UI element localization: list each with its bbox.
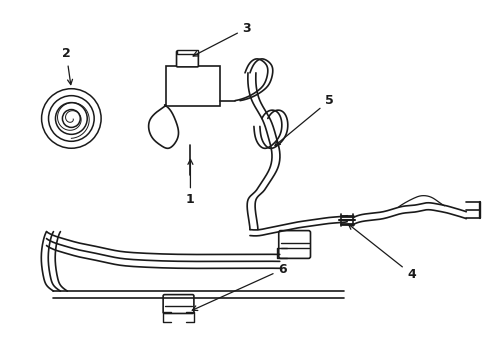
FancyBboxPatch shape <box>166 66 220 105</box>
Text: 2: 2 <box>62 48 73 85</box>
FancyBboxPatch shape <box>176 51 198 67</box>
Text: 6: 6 <box>192 263 287 310</box>
Text: 3: 3 <box>193 22 251 56</box>
Text: 4: 4 <box>348 224 416 281</box>
FancyBboxPatch shape <box>279 231 311 258</box>
Polygon shape <box>148 105 178 148</box>
Bar <box>176 50 198 54</box>
Text: 1: 1 <box>186 159 195 206</box>
FancyBboxPatch shape <box>163 294 194 314</box>
Text: 5: 5 <box>275 94 334 145</box>
